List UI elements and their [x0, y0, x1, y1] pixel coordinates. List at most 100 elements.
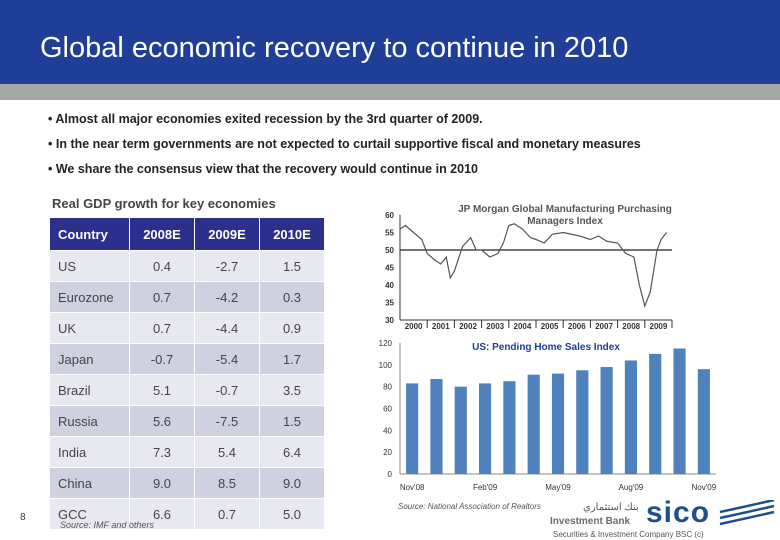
x-tick-label: Aug'09: [619, 483, 644, 492]
table-cell: 3.5: [259, 374, 325, 406]
table-cell: Brazil: [50, 374, 130, 406]
table-header: Country 2008E 2009E 2010E: [50, 218, 325, 251]
bullet-text: Almost all major economies exited recess…: [55, 112, 483, 126]
bullet: • In the near term governments are not e…: [48, 137, 641, 151]
bar-Nov'09: [697, 369, 710, 474]
chart-title: Managers Index: [527, 216, 603, 227]
table-cell: 5.0: [259, 498, 325, 529]
y-tick-label: 60: [383, 405, 392, 414]
table-cell: 1.5: [259, 405, 325, 437]
table-cell: 6.6: [129, 498, 195, 529]
x-tick-label: 2000: [405, 322, 423, 331]
y-tick-label: 40: [385, 281, 394, 290]
table-cell: -2.7: [194, 250, 260, 282]
table-row: UK 0.7 -4.4 0.9: [50, 312, 325, 344]
table-cell: 1.5: [259, 250, 325, 282]
bar-Dec'08: [430, 379, 443, 474]
bullet-text: In the near term governments are not exp…: [55, 137, 641, 151]
logo-brand: sico: [646, 496, 711, 529]
x-tick-label: Nov'09: [692, 483, 717, 492]
x-tick-label: 2001: [432, 322, 450, 331]
column-header: 2009E: [194, 218, 260, 251]
y-tick-label: 60: [385, 211, 394, 220]
bar-Nov'08: [406, 383, 419, 474]
table-row: US 0.4 -2.7 1.5: [50, 250, 325, 282]
title-bar: Global economic recovery to continue in …: [0, 0, 780, 84]
y-tick-label: 100: [379, 361, 393, 370]
table-cell: China: [50, 467, 130, 499]
table-row: GCC 6.6 0.7 5.0: [50, 498, 325, 529]
table-row: Japan -0.7 -5.4 1.7: [50, 343, 325, 375]
bar-Apr'09: [527, 374, 540, 474]
table-cell: 5.4: [194, 436, 260, 468]
table-cell: India: [50, 436, 130, 468]
x-tick-label: 2008: [622, 322, 640, 331]
table-cell: 0.7: [129, 312, 195, 344]
table-cell: 0.3: [259, 281, 325, 313]
table-cell: -4.4: [194, 312, 260, 344]
table-cell: 0.7: [194, 498, 260, 529]
table-cell: Japan: [50, 343, 130, 375]
table-row: Brazil 5.1 -0.7 3.5: [50, 374, 325, 406]
page-number: 8: [20, 512, 26, 523]
y-tick-label: 20: [383, 448, 392, 457]
y-tick-label: 55: [385, 229, 394, 238]
bullet-list: • Almost all major economies exited rece…: [48, 112, 641, 187]
y-tick-label: 30: [385, 316, 394, 325]
bar-Jul'09: [600, 367, 613, 474]
table-source: Source: IMF and others: [60, 520, 154, 530]
y-tick-label: 0: [388, 470, 393, 479]
x-tick-label: 2009: [650, 322, 668, 331]
column-header: Country: [50, 218, 130, 251]
table-row: China 9.0 8.5 9.0: [50, 467, 325, 499]
table-cell: US: [50, 250, 130, 282]
bar-Jan'09: [454, 386, 467, 474]
x-tick-label: 2003: [486, 322, 504, 331]
bar-Jun'09: [576, 370, 589, 474]
x-tick-label: 2007: [595, 322, 613, 331]
bar-May'09: [551, 373, 565, 474]
x-tick-label: 2004: [514, 322, 532, 331]
table-cell: GCC: [50, 498, 130, 529]
logo-arabic: بنك استثماري: [583, 502, 639, 513]
table-row: India 7.3 5.4 6.4: [50, 436, 325, 468]
table-cell: 0.4: [129, 250, 195, 282]
x-tick-label: May'09: [545, 483, 571, 492]
chart-title: US: Pending Home Sales Index: [472, 342, 620, 353]
table-cell: 8.5: [194, 467, 260, 499]
bar-Oct'09: [673, 348, 686, 474]
table-cell: 6.4: [259, 436, 325, 468]
table-cell: 0.7: [129, 281, 195, 313]
table-cell: Eurozone: [50, 281, 130, 313]
column-header: 2010E: [259, 218, 325, 251]
table-cell: 5.6: [129, 405, 195, 437]
y-tick-label: 45: [385, 264, 394, 273]
table-cell: -5.4: [194, 343, 260, 375]
title-divider: [0, 84, 780, 100]
x-tick-label: 2006: [568, 322, 586, 331]
column-header: 2008E: [129, 218, 195, 251]
y-tick-label: 50: [385, 246, 394, 255]
logo-company: Securities & Investment Company BSC (c): [553, 530, 704, 539]
table-cell: -4.2: [194, 281, 260, 313]
logo-stripes-icon: [719, 500, 775, 526]
bar-Sep'09: [649, 353, 662, 474]
y-tick-label: 80: [383, 383, 392, 392]
table-title: Real GDP growth for key economies: [52, 196, 276, 211]
pmi-line: [399, 223, 668, 308]
bar-Feb'09: [479, 383, 492, 474]
x-tick-label: 2002: [459, 322, 477, 331]
y-tick-label: 40: [383, 426, 392, 435]
bullet: • We share the consensus view that the r…: [48, 162, 478, 176]
table-cell: 1.7: [259, 343, 325, 375]
bar-Mar'09: [503, 381, 516, 474]
y-tick-label: 120: [379, 339, 393, 348]
x-tick-label: 2005: [541, 322, 559, 331]
table-cell: UK: [50, 312, 130, 344]
table-cell: 7.3: [129, 436, 195, 468]
logo-bank: Investment Bank: [550, 516, 631, 527]
bar-Aug'09: [624, 360, 637, 474]
table-cell: -0.7: [194, 374, 260, 406]
table-cell: 0.9: [259, 312, 325, 344]
